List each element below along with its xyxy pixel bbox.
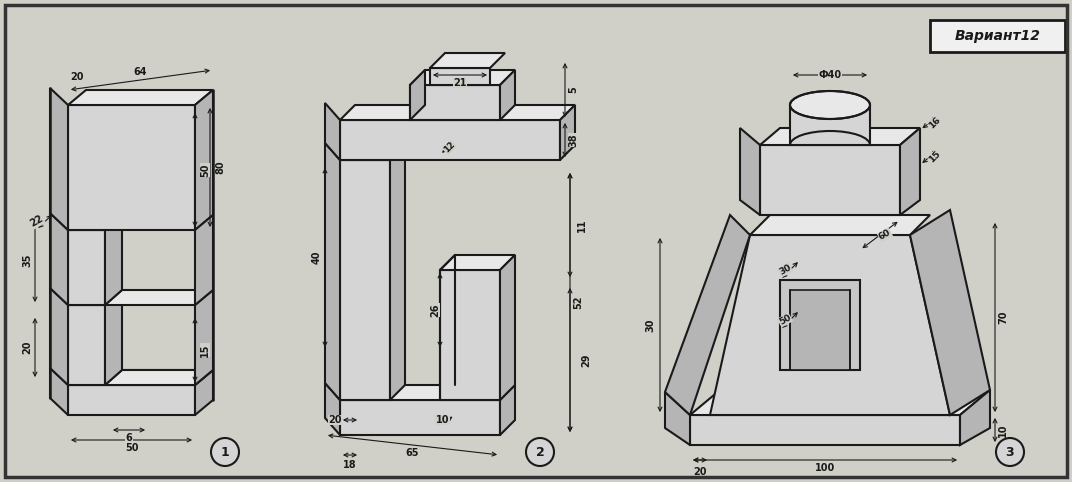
Polygon shape — [68, 290, 122, 305]
Polygon shape — [710, 235, 950, 415]
Circle shape — [526, 438, 554, 466]
Polygon shape — [68, 230, 105, 305]
Text: 6: 6 — [125, 433, 132, 443]
Polygon shape — [195, 370, 213, 415]
Text: 70: 70 — [998, 311, 1008, 324]
Text: 29: 29 — [581, 353, 591, 367]
Polygon shape — [780, 280, 860, 370]
Text: 64: 64 — [134, 67, 147, 77]
Ellipse shape — [790, 91, 870, 119]
Polygon shape — [500, 70, 515, 120]
Text: 12: 12 — [442, 140, 457, 155]
Polygon shape — [105, 290, 213, 305]
Polygon shape — [790, 105, 870, 145]
Polygon shape — [410, 70, 515, 85]
Polygon shape — [68, 370, 213, 385]
Text: 40: 40 — [312, 251, 322, 264]
Polygon shape — [50, 368, 68, 415]
Circle shape — [211, 438, 239, 466]
Text: 60: 60 — [877, 228, 893, 242]
Polygon shape — [195, 90, 213, 230]
Text: Ф40: Ф40 — [818, 70, 842, 80]
Text: 1: 1 — [221, 445, 229, 458]
Text: 5: 5 — [568, 87, 578, 94]
Polygon shape — [50, 288, 68, 385]
Text: 80: 80 — [215, 161, 225, 174]
Text: 18: 18 — [343, 460, 357, 470]
Text: 20: 20 — [694, 467, 706, 477]
Polygon shape — [500, 255, 515, 400]
Text: Вариант12: Вариант12 — [954, 29, 1041, 43]
FancyBboxPatch shape — [930, 20, 1064, 52]
Text: 50: 50 — [777, 313, 792, 327]
Polygon shape — [665, 392, 690, 445]
Polygon shape — [900, 128, 920, 215]
Polygon shape — [68, 385, 195, 415]
Polygon shape — [500, 385, 515, 435]
Text: 10: 10 — [998, 423, 1008, 437]
Text: 30: 30 — [777, 263, 792, 277]
Polygon shape — [690, 390, 991, 415]
Text: 52: 52 — [574, 296, 583, 309]
Polygon shape — [340, 400, 500, 435]
Polygon shape — [105, 215, 122, 305]
Polygon shape — [440, 255, 515, 270]
Text: 15: 15 — [200, 343, 210, 357]
Polygon shape — [390, 145, 405, 400]
Text: 2: 2 — [536, 445, 545, 458]
Polygon shape — [790, 290, 850, 370]
Polygon shape — [340, 105, 575, 120]
Polygon shape — [68, 215, 122, 230]
Text: 10: 10 — [435, 415, 449, 425]
Text: 26: 26 — [430, 303, 440, 317]
Polygon shape — [750, 215, 930, 235]
Text: 38: 38 — [568, 133, 578, 147]
Polygon shape — [325, 143, 340, 400]
Polygon shape — [340, 145, 405, 160]
Polygon shape — [760, 128, 920, 145]
Text: 65: 65 — [405, 448, 419, 458]
Circle shape — [996, 438, 1024, 466]
Polygon shape — [740, 128, 760, 215]
Polygon shape — [340, 120, 560, 160]
Polygon shape — [68, 105, 195, 230]
Polygon shape — [105, 370, 213, 385]
Polygon shape — [440, 270, 500, 400]
Text: 50: 50 — [124, 443, 138, 453]
Text: 20: 20 — [71, 72, 84, 82]
Polygon shape — [325, 103, 340, 160]
Polygon shape — [910, 210, 991, 415]
Polygon shape — [340, 385, 515, 400]
Polygon shape — [50, 88, 68, 230]
Text: 20: 20 — [23, 341, 32, 354]
Polygon shape — [50, 213, 68, 305]
Text: 30: 30 — [645, 318, 655, 332]
Text: 100: 100 — [815, 463, 835, 473]
Text: 22: 22 — [29, 214, 45, 229]
Text: 15: 15 — [927, 149, 942, 164]
Text: 20: 20 — [328, 415, 342, 425]
Polygon shape — [68, 90, 213, 105]
Polygon shape — [105, 290, 122, 385]
Polygon shape — [68, 305, 105, 385]
Polygon shape — [195, 215, 213, 305]
Text: 16: 16 — [927, 115, 942, 130]
Polygon shape — [430, 53, 505, 68]
Polygon shape — [410, 85, 500, 120]
Text: 50: 50 — [200, 163, 210, 177]
Polygon shape — [430, 68, 490, 85]
Polygon shape — [690, 415, 961, 445]
Text: 11: 11 — [577, 218, 587, 232]
Text: 3: 3 — [1006, 445, 1014, 458]
Polygon shape — [325, 383, 340, 435]
Polygon shape — [665, 215, 750, 415]
Text: 35: 35 — [23, 253, 32, 267]
Polygon shape — [410, 70, 425, 120]
Polygon shape — [560, 105, 575, 160]
Text: 21: 21 — [453, 78, 466, 88]
Polygon shape — [195, 290, 213, 385]
Polygon shape — [961, 390, 991, 445]
Polygon shape — [760, 145, 900, 215]
Polygon shape — [340, 160, 390, 400]
